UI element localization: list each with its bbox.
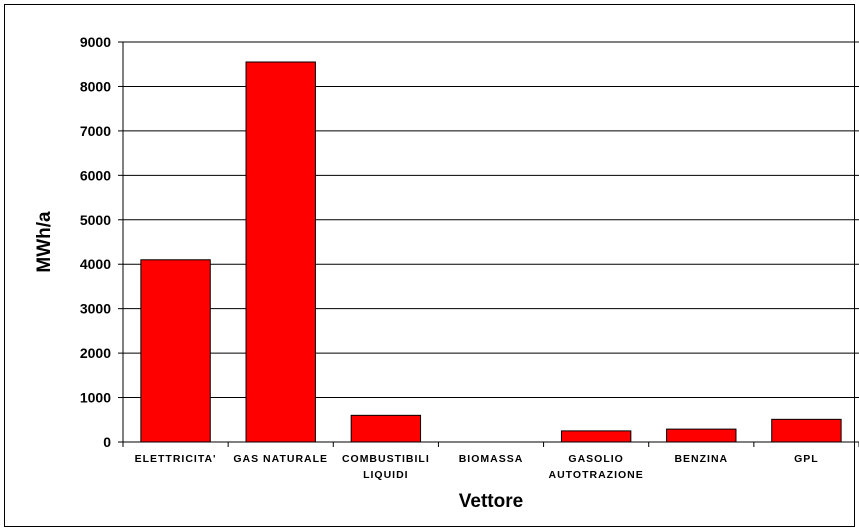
x-axis-title: Vettore — [459, 491, 523, 512]
x-tick-label: ELETTRICITA' — [135, 453, 217, 465]
bar — [140, 259, 211, 443]
x-tick-labels: ELETTRICITA' GAS NATURALE COMBUSTIBILI LIQU… — [135, 453, 819, 481]
gridlines — [123, 41, 859, 399]
bar — [245, 61, 316, 443]
y-tick-labels: 0 1000 2000 3000 4000 5000 6000 7000 8000 9000 — [80, 34, 123, 450]
y-tick-label: 2000 — [80, 345, 111, 361]
bar — [350, 414, 422, 443]
y-tick-label: 0 — [103, 434, 111, 450]
x-tick-label: LIQUIDI — [363, 469, 409, 481]
y-axis-title: MWh/a — [34, 211, 55, 273]
y-tick-label: 4000 — [80, 256, 111, 272]
y-tick-label: 7000 — [80, 123, 111, 139]
x-tick-label: GASOLIO — [568, 453, 623, 465]
y-tick-label: 6000 — [80, 167, 111, 183]
y-tick-label: 8000 — [80, 78, 111, 94]
x-tick-label: BIOMASSA — [459, 453, 524, 465]
x-tick-label: COMBUSTIBILI — [342, 453, 430, 465]
y-tick-label: 3000 — [80, 301, 111, 317]
y-tick-label: 1000 — [80, 390, 111, 406]
bar — [771, 418, 842, 443]
y-tick-label: 9000 — [80, 34, 111, 50]
bar — [666, 428, 737, 443]
bar — [560, 430, 632, 443]
x-tick-label: GAS NATURALE — [233, 453, 328, 465]
axes — [122, 42, 859, 447]
x-tick-label: AUTOTRAZIONE — [549, 469, 644, 481]
x-tick-label: BENZINA — [674, 453, 728, 465]
x-tick-label: GPL — [794, 453, 819, 465]
y-tick-label: 5000 — [80, 212, 111, 228]
bars — [140, 61, 842, 443]
